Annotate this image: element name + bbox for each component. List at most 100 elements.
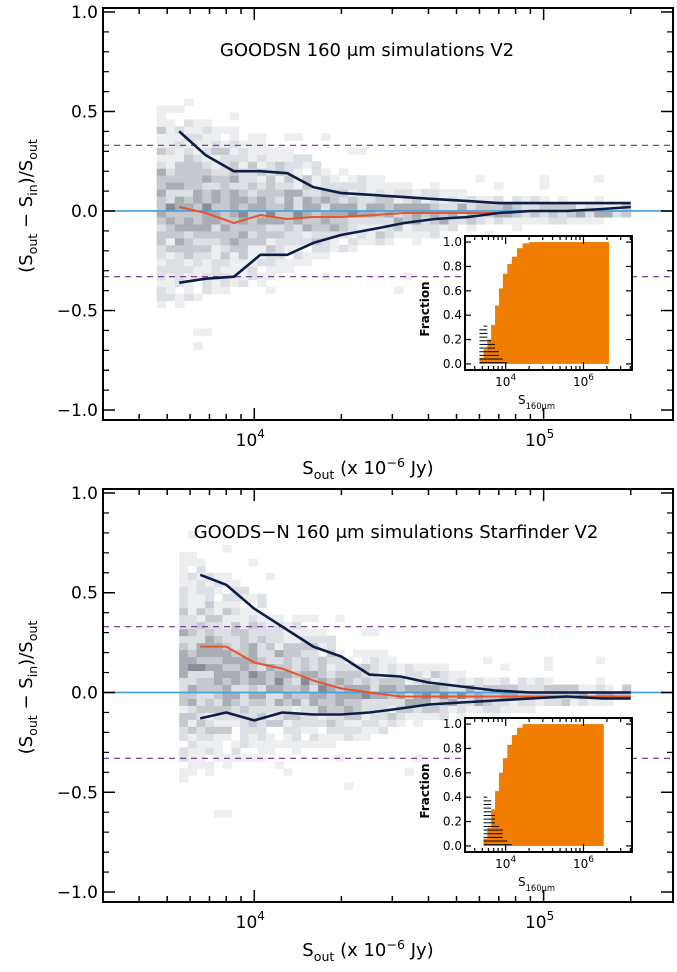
inset-x-axis-label: S160μm bbox=[518, 393, 555, 411]
density-cell bbox=[211, 196, 222, 204]
density-cell bbox=[318, 642, 328, 651]
density-cell bbox=[344, 705, 354, 713]
x-tick-label: 104 bbox=[236, 427, 265, 451]
density-cell bbox=[284, 196, 294, 204]
density-cell bbox=[165, 244, 176, 253]
density-cell bbox=[284, 189, 294, 197]
density-cell bbox=[548, 216, 559, 225]
density-cell bbox=[335, 726, 345, 734]
density-cell bbox=[357, 182, 367, 190]
density-cell bbox=[311, 251, 322, 260]
density-cell bbox=[165, 175, 176, 183]
density-cell bbox=[238, 196, 249, 204]
density-cell bbox=[193, 342, 203, 350]
density-cell bbox=[238, 244, 249, 253]
density-cell bbox=[211, 244, 222, 253]
density-cell bbox=[266, 216, 276, 225]
density-cell bbox=[370, 698, 380, 706]
density-cell bbox=[275, 189, 285, 197]
density-cell bbox=[239, 698, 250, 706]
density-cell bbox=[335, 733, 345, 741]
completeness-bar bbox=[495, 791, 500, 846]
density-cell bbox=[205, 614, 215, 623]
density-cell bbox=[402, 230, 413, 239]
density-cell bbox=[266, 230, 276, 239]
density-cell bbox=[483, 691, 493, 699]
density-cell bbox=[320, 168, 331, 176]
density-cell bbox=[184, 196, 194, 204]
density-cell bbox=[187, 684, 198, 693]
density-cell bbox=[566, 210, 577, 218]
density-cell bbox=[184, 272, 194, 281]
density-cell bbox=[248, 677, 258, 686]
density-cell bbox=[220, 230, 231, 239]
density-cell bbox=[187, 558, 198, 567]
density-cell bbox=[284, 223, 294, 232]
density-cell bbox=[517, 698, 528, 706]
y-tick-label: −1.0 bbox=[57, 401, 98, 421]
density-cell bbox=[193, 230, 203, 239]
density-cell bbox=[179, 586, 189, 595]
density-cell bbox=[266, 649, 276, 658]
density-cell bbox=[413, 712, 423, 720]
density-cell bbox=[352, 712, 363, 720]
density-cell bbox=[329, 196, 340, 204]
density-cell bbox=[196, 656, 206, 665]
density-cell bbox=[493, 196, 504, 204]
density-cell bbox=[247, 133, 258, 141]
density-cell bbox=[302, 189, 313, 197]
density-cell bbox=[248, 670, 258, 679]
density-cell bbox=[211, 154, 222, 162]
density-cell bbox=[335, 698, 345, 706]
density-cell bbox=[179, 733, 189, 741]
density-cell bbox=[205, 663, 215, 672]
inset-y-axis-label: Fraction bbox=[418, 763, 432, 818]
density-cell bbox=[222, 663, 232, 672]
completeness-bar bbox=[498, 772, 504, 846]
density-cell bbox=[404, 677, 415, 686]
density-cell bbox=[326, 642, 336, 651]
density-cell bbox=[378, 712, 389, 720]
density-cell bbox=[366, 189, 376, 197]
density-cell bbox=[361, 663, 371, 672]
density-cell bbox=[292, 705, 302, 713]
density-cell bbox=[257, 712, 267, 720]
density-cell bbox=[184, 168, 194, 176]
density-cell bbox=[344, 684, 354, 693]
density-cell bbox=[193, 189, 203, 197]
completeness-bar bbox=[502, 758, 508, 846]
density-cell bbox=[156, 133, 167, 141]
density-cell bbox=[339, 203, 349, 211]
density-cell bbox=[300, 712, 310, 720]
density-cell bbox=[439, 698, 449, 706]
density-cell bbox=[430, 663, 441, 672]
density-cell bbox=[430, 230, 440, 239]
density-cell bbox=[491, 705, 501, 713]
density-cell bbox=[205, 586, 215, 595]
density-cell bbox=[326, 719, 336, 727]
density-cell bbox=[202, 230, 212, 239]
density-cell bbox=[247, 244, 258, 253]
density-cell bbox=[202, 196, 212, 204]
density-cell bbox=[220, 126, 231, 134]
density-cell bbox=[539, 210, 550, 218]
density-cell bbox=[248, 649, 258, 658]
density-cell bbox=[239, 642, 250, 651]
density-cell bbox=[318, 656, 328, 665]
density-cell bbox=[543, 684, 554, 693]
y-tick-label: 0.5 bbox=[71, 102, 98, 122]
density-cell bbox=[352, 649, 363, 658]
density-cell bbox=[526, 698, 536, 706]
density-cell bbox=[184, 126, 194, 134]
density-cell bbox=[220, 223, 231, 232]
density-cell bbox=[247, 147, 258, 155]
density-cell bbox=[396, 691, 406, 699]
density-cell bbox=[179, 558, 189, 567]
density-cell bbox=[430, 189, 440, 197]
density-cell bbox=[248, 621, 258, 630]
density-cell bbox=[213, 663, 224, 672]
density-cell bbox=[302, 175, 313, 183]
density-cell bbox=[348, 223, 358, 232]
density-cell bbox=[292, 733, 302, 741]
density-cell bbox=[557, 196, 568, 204]
